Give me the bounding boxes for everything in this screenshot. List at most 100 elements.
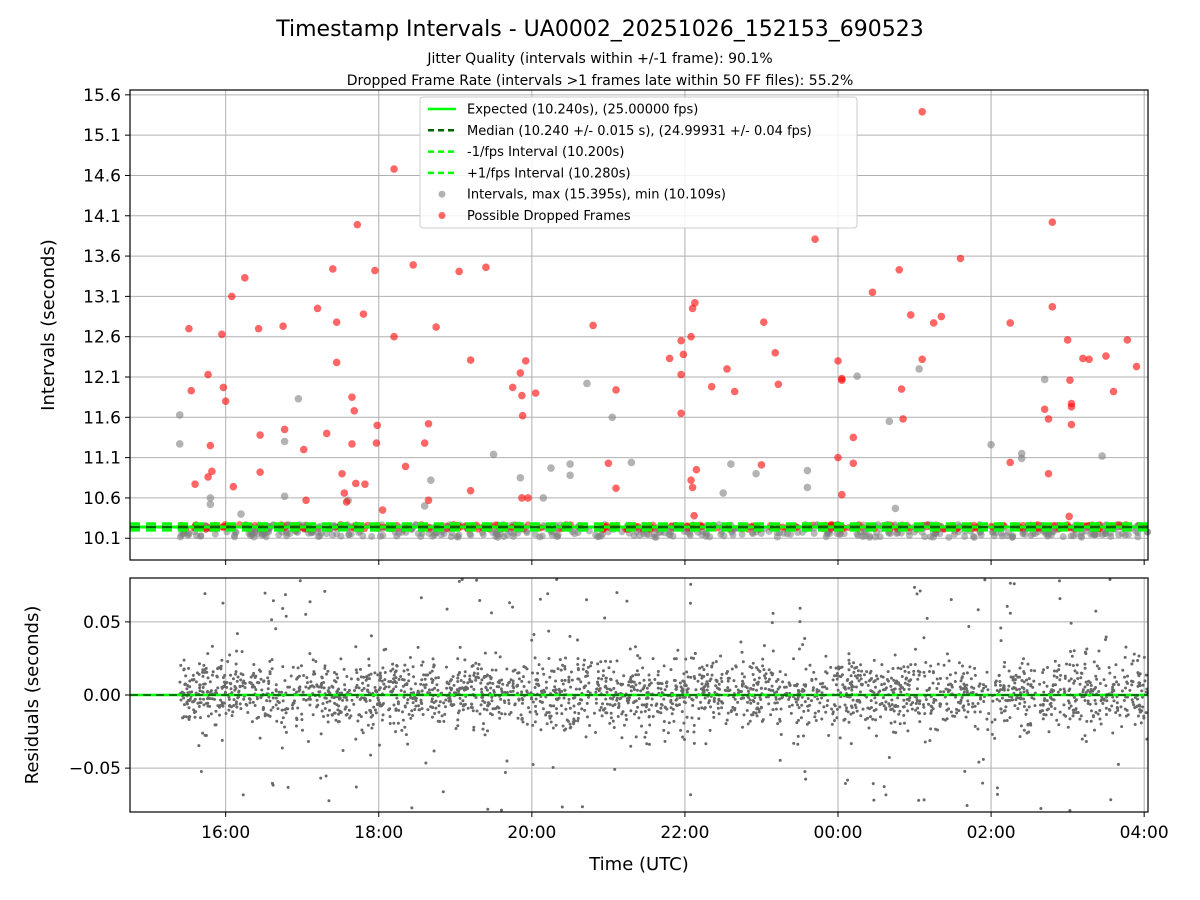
residual-point (378, 704, 382, 708)
residual-point (554, 723, 558, 727)
residual-point (1052, 698, 1056, 702)
residual-point (755, 681, 759, 685)
residual-point (1018, 675, 1022, 679)
residual-point (834, 666, 838, 670)
residual-point (486, 807, 490, 811)
residual-point (274, 683, 278, 687)
residual-point (698, 673, 702, 677)
residual-point (528, 710, 532, 714)
residual-point (929, 727, 933, 731)
residual-point (470, 702, 474, 706)
residual-point (430, 705, 434, 709)
residual-point (472, 728, 476, 732)
intervals-y-ticks: 10.110.611.111.612.112.613.113.614.114.6… (83, 86, 130, 549)
residual-point (379, 676, 383, 680)
residual-point (843, 687, 847, 691)
residual-point (561, 682, 565, 686)
residual-point (609, 678, 613, 682)
interval-outlier-point (427, 476, 435, 484)
residual-point (616, 715, 620, 719)
residual-point (456, 657, 460, 661)
residual-point (692, 741, 696, 745)
residual-point (366, 689, 370, 693)
residual-point (779, 732, 783, 736)
residual-point (553, 685, 557, 689)
residual-point (300, 728, 304, 732)
residual-point (932, 701, 936, 705)
residual-point (1052, 689, 1056, 693)
residual-point (806, 696, 810, 700)
residual-point (915, 687, 919, 691)
residual-point (382, 648, 386, 652)
residual-point (1016, 707, 1020, 711)
residual-point (522, 685, 526, 689)
dropped-frame-point (466, 486, 475, 495)
residual-point (394, 681, 398, 685)
residual-point (360, 728, 364, 732)
interval-dense-point (316, 532, 324, 540)
residual-point (762, 668, 766, 672)
residual-point (1072, 649, 1076, 653)
residual-point (1069, 704, 1073, 708)
residual-point (422, 673, 426, 677)
residual-point (338, 696, 342, 700)
residual-point (186, 691, 190, 695)
residual-point (741, 660, 745, 664)
residual-point (512, 686, 516, 690)
residual-point (797, 718, 801, 722)
residual-point (219, 664, 223, 668)
residual-point (376, 702, 380, 706)
residual-point (598, 687, 602, 691)
residual-point (659, 711, 663, 715)
residual-point (560, 689, 564, 693)
residual-point (480, 690, 484, 694)
interval-outlier-point (566, 460, 574, 468)
residual-point (1071, 714, 1075, 718)
residual-point (201, 668, 205, 672)
residual-point (182, 667, 186, 671)
residual-point (681, 695, 685, 699)
residual-point (1104, 712, 1108, 716)
dropped-frame-point (313, 304, 322, 313)
residual-point (384, 685, 388, 689)
residual-point (746, 722, 750, 726)
intervals-plot-frame (129, 89, 1149, 561)
residual-point (1015, 695, 1019, 699)
residual-point (431, 657, 435, 661)
dropped-frame-point (1123, 336, 1132, 344)
residual-point (498, 716, 502, 720)
residual-point (310, 684, 314, 688)
legend-box (419, 96, 858, 229)
residual-point (533, 720, 537, 724)
residual-point (414, 699, 418, 703)
residual-point (521, 675, 525, 679)
residual-point (873, 679, 877, 683)
residual-point (549, 720, 553, 724)
residual-point (284, 614, 288, 618)
residual-point (326, 669, 330, 673)
residual-point (600, 677, 604, 681)
residual-point (994, 683, 998, 687)
residual-point (724, 722, 728, 726)
residual-point (936, 662, 940, 666)
residual-point (1004, 705, 1008, 709)
interval-dense-point (630, 532, 638, 540)
residual-point (379, 674, 383, 678)
residual-point (1011, 687, 1015, 691)
residual-point (327, 686, 331, 690)
residual-point (982, 686, 986, 690)
dropped-frame-point (518, 391, 526, 400)
residual-point (680, 710, 684, 714)
residual-point (541, 667, 545, 671)
residual-point (281, 665, 285, 669)
residual-point (388, 722, 392, 726)
residual-point (1112, 682, 1116, 686)
residual-point (445, 686, 449, 690)
residual-point (717, 697, 721, 701)
residual-point (437, 704, 441, 708)
residual-point (998, 683, 1002, 687)
legend-marker-4 (438, 190, 446, 198)
dropped-frame-point (329, 265, 337, 273)
residual-point (452, 683, 456, 687)
residual-point (403, 663, 407, 667)
